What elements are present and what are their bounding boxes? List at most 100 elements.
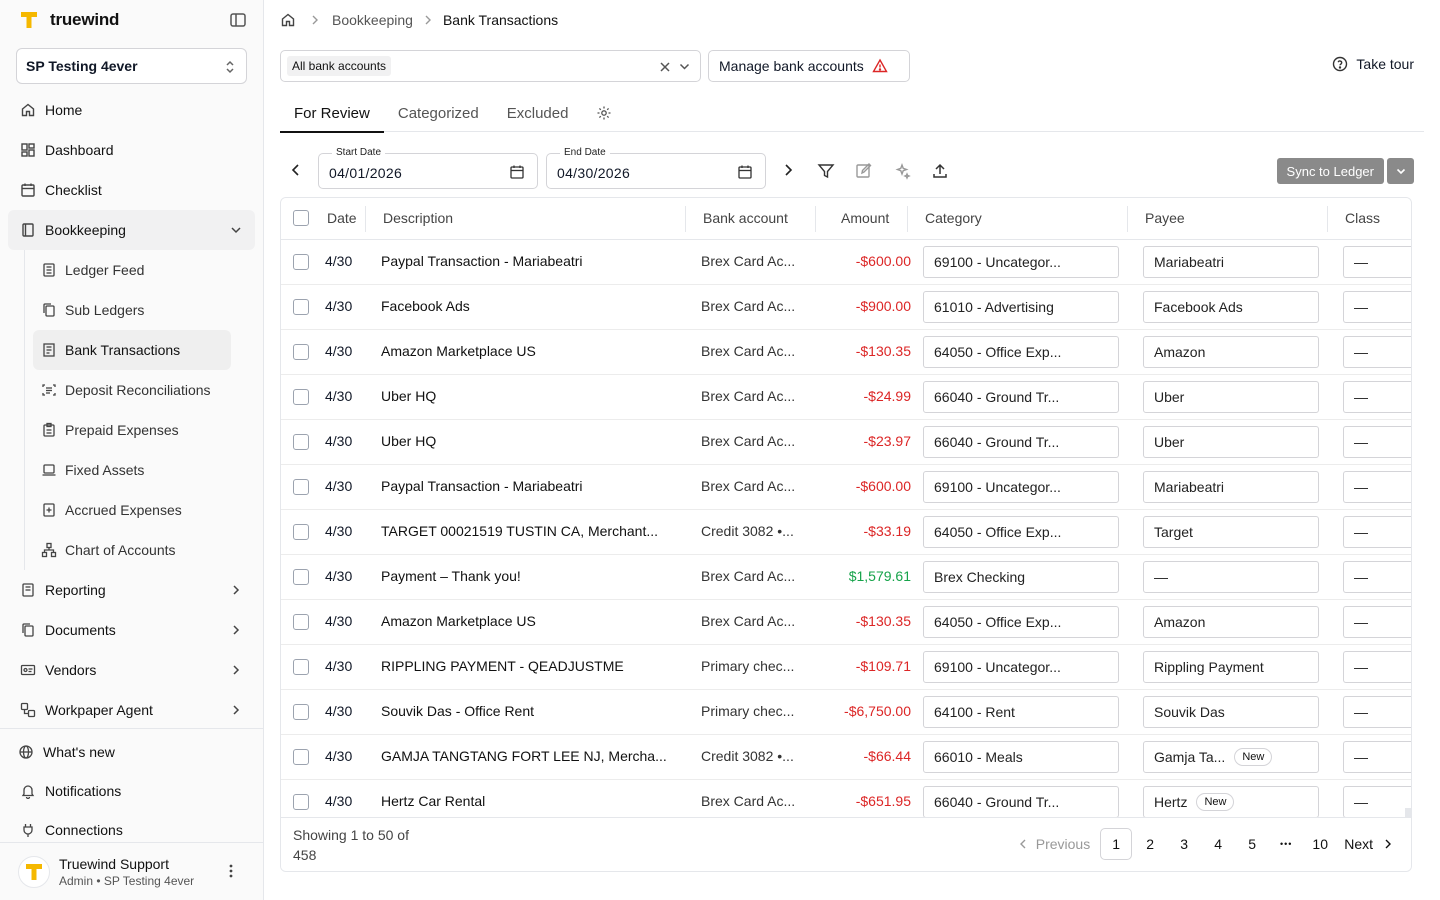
col-bank-account[interactable]: Bank account [703, 210, 788, 226]
row-checkbox[interactable] [293, 614, 309, 630]
class-select[interactable]: — [1343, 381, 1411, 413]
start-date-field[interactable]: Start Date 04/01/2026 [318, 147, 538, 189]
col-payee[interactable]: Payee [1145, 210, 1185, 226]
row-checkbox[interactable] [293, 749, 309, 765]
previous-page-button[interactable]: Previous [1018, 828, 1090, 860]
table-row[interactable]: 4/30 Uber HQ Brex Card Ac... -$24.99 66040 -… [281, 375, 1411, 420]
payee-select[interactable]: Mariabeatri [1143, 246, 1319, 278]
row-checkbox[interactable] [293, 524, 309, 540]
home-icon[interactable] [280, 12, 296, 28]
page-button-4[interactable]: 4 [1214, 836, 1223, 852]
payee-select[interactable]: Uber [1143, 381, 1319, 413]
class-select[interactable]: — [1343, 696, 1411, 728]
org-selector[interactable]: SP Testing 4ever [16, 48, 247, 84]
payee-select[interactable]: Amazon [1143, 606, 1319, 638]
row-checkbox[interactable] [293, 569, 309, 585]
sync-to-ledger-button[interactable]: Sync to Ledger [1276, 158, 1384, 184]
nav-checklist[interactable]: Checklist [0, 170, 263, 210]
category-select[interactable]: 64050 - Office Exp... [923, 336, 1119, 368]
col-description[interactable]: Description [383, 210, 454, 226]
category-select[interactable]: Brex Checking [923, 561, 1119, 593]
class-select[interactable]: — [1343, 606, 1411, 638]
table-row[interactable]: 4/30 Paypal Transaction - Mariabeatri Brex… [281, 465, 1411, 510]
payee-select[interactable]: Hertz New [1143, 786, 1319, 818]
chevron-down-icon[interactable] [678, 60, 691, 73]
payee-select[interactable]: Uber [1143, 426, 1319, 458]
category-select[interactable]: 66010 - Meals [923, 741, 1119, 773]
table-row[interactable]: 4/30 Hertz Car Rental Brex Card Ac... -$651… [281, 780, 1411, 818]
nav-reporting[interactable]: Reporting [0, 570, 263, 610]
manage-bank-accounts-button[interactable]: Manage bank accounts [708, 50, 910, 82]
class-select[interactable]: — [1343, 786, 1411, 818]
breadcrumb-bookkeeping[interactable]: Bookkeeping [332, 12, 413, 28]
class-select[interactable]: — [1343, 291, 1411, 323]
nav-prepaid-expenses[interactable]: Prepaid Expenses [33, 410, 231, 450]
take-tour-button[interactable]: Take tour [1332, 56, 1414, 72]
payee-select[interactable]: Rippling Payment [1143, 651, 1319, 683]
payee-select[interactable]: Mariabeatri [1143, 471, 1319, 503]
nav-workpaper-agent[interactable]: Workpaper Agent [0, 690, 263, 730]
page-button-5[interactable]: 5 [1248, 836, 1257, 852]
filter-icon[interactable] [817, 162, 835, 180]
table-row[interactable]: 4/30 Payment – Thank you! Brex Card Ac... $… [281, 555, 1411, 600]
category-select[interactable]: 66040 - Ground Tr... [923, 786, 1119, 818]
nav-ledger-feed[interactable]: Ledger Feed [33, 250, 231, 290]
nav-fixed-assets[interactable]: Fixed Assets [33, 450, 231, 490]
nav-dashboard[interactable]: Dashboard [0, 130, 263, 170]
category-select[interactable]: 66040 - Ground Tr... [923, 426, 1119, 458]
nav-chart-of-accounts[interactable]: Chart of Accounts [33, 530, 231, 570]
table-row[interactable]: 4/30 Paypal Transaction - Mariabeatri Brex… [281, 240, 1411, 285]
tab-categorized[interactable]: Categorized [397, 104, 479, 122]
category-select[interactable]: 64100 - Rent [923, 696, 1119, 728]
nav-deposit-reconciliations[interactable]: Deposit Reconciliations [33, 370, 231, 410]
table-row[interactable]: 4/30 Amazon Marketplace US Brex Card Ac...… [281, 600, 1411, 645]
category-select[interactable]: 69100 - Uncategor... [923, 471, 1119, 503]
class-select[interactable]: — [1343, 471, 1411, 503]
col-category[interactable]: Category [925, 210, 982, 226]
category-select[interactable]: 69100 - Uncategor... [923, 246, 1119, 278]
table-row[interactable]: 4/30 Facebook Ads Brex Card Ac... -$900.00 6… [281, 285, 1411, 330]
tab-for-review[interactable]: For Review [280, 94, 384, 133]
scrollbar[interactable] [1405, 808, 1411, 818]
calendar-icon[interactable] [509, 164, 525, 180]
user-card[interactable]: Truewind Support Admin • SP Testing 4eve… [0, 842, 263, 900]
calendar-icon[interactable] [737, 164, 753, 180]
payee-select[interactable]: Target [1143, 516, 1319, 548]
nav-bookkeeping[interactable]: Bookkeeping [8, 210, 255, 250]
class-select[interactable]: — [1343, 426, 1411, 458]
class-select[interactable]: — [1343, 516, 1411, 548]
payee-select[interactable]: Amazon [1143, 336, 1319, 368]
sidebar-toggle-icon[interactable] [229, 11, 247, 29]
col-class[interactable]: Class [1345, 210, 1381, 226]
nav-connections[interactable]: Connections [0, 810, 263, 849]
row-checkbox[interactable] [293, 434, 309, 450]
row-checkbox[interactable] [293, 794, 309, 810]
category-select[interactable]: 66040 - Ground Tr... [923, 381, 1119, 413]
bank-account-filter[interactable]: All bank accounts [280, 50, 701, 82]
category-select[interactable]: 64050 - Office Exp... [923, 516, 1119, 548]
tab-excluded[interactable]: Excluded [506, 104, 569, 122]
row-checkbox[interactable] [293, 659, 309, 675]
table-row[interactable]: 4/30 Souvik Das - Office Rent Primary chec… [281, 690, 1411, 735]
table-row[interactable]: 4/30 TARGET 00021519 TUSTIN CA, Merchant.… [281, 510, 1411, 555]
chevron-left-icon[interactable] [288, 162, 304, 178]
clear-icon[interactable] [659, 60, 671, 72]
nav-whats-new[interactable]: What's new [0, 732, 263, 771]
nav-sub-ledgers[interactable]: Sub Ledgers [33, 290, 231, 330]
edit-icon[interactable] [855, 162, 873, 180]
category-select[interactable]: 61010 - Advertising [923, 291, 1119, 323]
payee-select[interactable]: Souvik Das [1143, 696, 1319, 728]
row-checkbox[interactable] [293, 299, 309, 315]
class-select[interactable]: — [1343, 246, 1411, 278]
page-button-10[interactable]: 10 [1312, 836, 1328, 852]
class-select[interactable]: — [1343, 336, 1411, 368]
select-all-checkbox[interactable] [293, 210, 309, 226]
row-checkbox[interactable] [293, 704, 309, 720]
table-row[interactable]: 4/30 RIPPLING PAYMENT - QEADJUSTME Primary… [281, 645, 1411, 690]
class-select[interactable]: — [1343, 561, 1411, 593]
table-row[interactable]: 4/30 Amazon Marketplace US Brex Card Ac...… [281, 330, 1411, 375]
row-checkbox[interactable] [293, 479, 309, 495]
table-row[interactable]: 4/30 GAMJA TANGTANG FORT LEE NJ, Mercha..… [281, 735, 1411, 780]
upload-icon[interactable] [931, 162, 949, 180]
nav-notifications[interactable]: Notifications [0, 771, 263, 810]
